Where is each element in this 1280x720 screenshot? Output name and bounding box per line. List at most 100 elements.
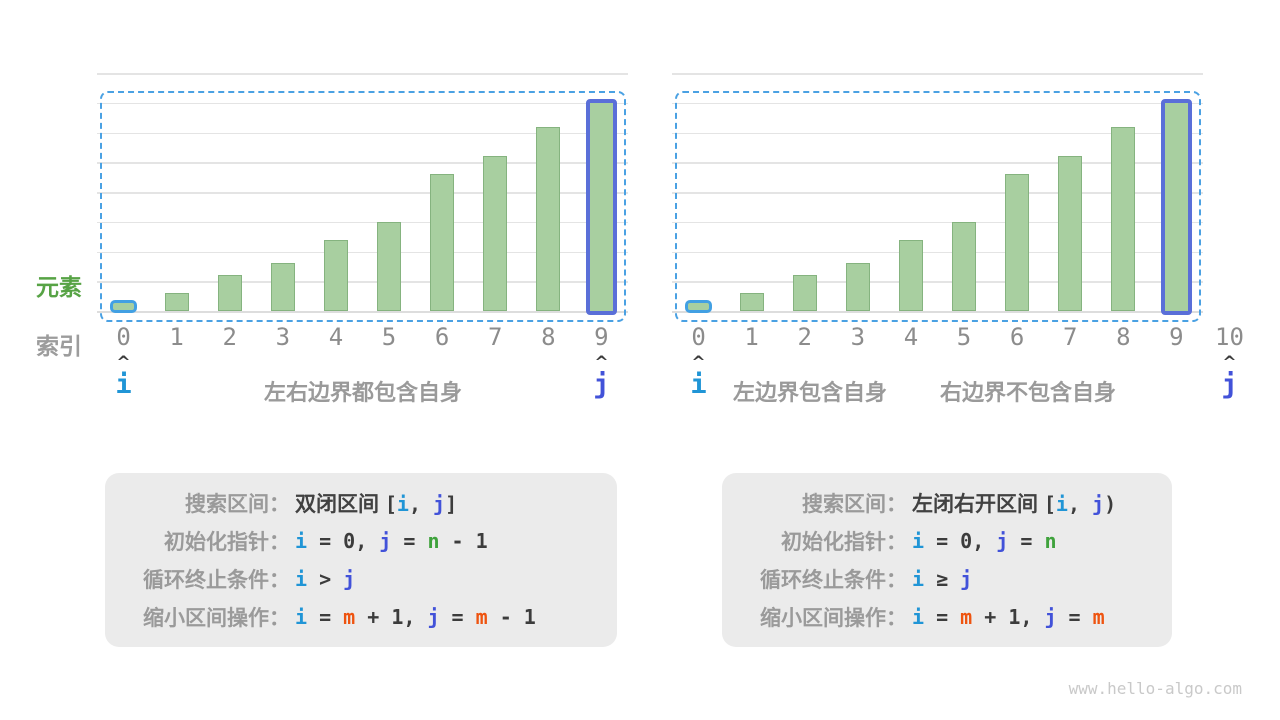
summary-line-label: 缩小区间操作： — [143, 607, 290, 630]
code-part: j — [343, 567, 356, 591]
gridline — [97, 192, 628, 194]
gridline — [672, 73, 1203, 75]
code-part: ] — [445, 492, 458, 516]
grid-area — [672, 73, 1203, 313]
code-part: = — [1008, 529, 1045, 553]
summary-line: 搜索区间： 双闭区间 [i, j] — [105, 484, 617, 522]
bar-column-6 — [416, 73, 469, 311]
summary-line: 搜索区间： 左闭右开区间 [i, j) — [722, 484, 1172, 522]
up-caret-icon: ^ — [1222, 353, 1237, 373]
bar-column-1 — [150, 73, 203, 311]
bar-column-4 — [884, 73, 937, 311]
bar — [952, 221, 977, 311]
code-part: n — [1044, 529, 1057, 553]
summary-line-label: 搜索区间： — [185, 493, 290, 516]
gridline — [97, 251, 628, 253]
index-label-0: 0 — [116, 323, 131, 351]
bar-column-2 — [203, 73, 256, 311]
gridline — [97, 132, 628, 134]
up-caret-icon: ^ — [594, 353, 609, 373]
gridline — [672, 132, 1203, 134]
bar-column-6 — [991, 73, 1044, 311]
code-part: = — [924, 605, 961, 629]
code-part: 左闭右开区间 — [912, 493, 1044, 516]
gridline — [672, 192, 1203, 194]
pointer-i-label: i — [115, 369, 132, 400]
bar — [1111, 126, 1136, 311]
summary-line: 初始化指针： i = 0, j = n - 1 — [105, 522, 617, 560]
code-part: j — [960, 567, 973, 591]
bars-area — [672, 73, 1256, 315]
code-part: j — [427, 605, 440, 629]
code-part: = — [439, 605, 476, 629]
summary-line-content: i > j — [295, 567, 355, 591]
index-label-1: 1 — [169, 323, 184, 351]
bar — [164, 293, 189, 311]
index-label-8: 8 — [541, 323, 556, 351]
gridline — [97, 73, 628, 75]
code-part: i — [295, 529, 308, 553]
bar-column-7 — [469, 73, 522, 311]
bar-column-7 — [1044, 73, 1097, 311]
summary-line: 缩小区间操作： i = m + 1, j = m — [722, 598, 1172, 636]
index-row: 0 1 2 3 4 5 6 7 8 9 10 — [672, 323, 1256, 351]
bar — [483, 156, 508, 311]
pointer-j-label: j — [1221, 369, 1238, 400]
index-label-7: 7 — [487, 323, 503, 351]
summary-line-content: i = m + 1, j = m - 1 — [295, 605, 536, 629]
code-part: j — [433, 492, 446, 516]
code-part: m — [475, 605, 488, 629]
index-label-5: 5 — [956, 323, 972, 351]
bar — [1005, 174, 1030, 311]
index-label-2: 2 — [222, 323, 237, 351]
boundary-caption: 左边界包含自身 — [732, 380, 888, 405]
gridline — [672, 221, 1203, 224]
bar — [845, 263, 870, 311]
code-part: m — [343, 605, 356, 629]
code-part: , — [408, 492, 434, 516]
bar-column-5 — [937, 73, 990, 311]
code-part: m — [1092, 605, 1105, 629]
bar — [536, 126, 561, 311]
bar-column-2 — [778, 73, 831, 311]
pointer-i-label: i — [690, 369, 707, 400]
bar-column-9 — [575, 73, 628, 315]
grid-area — [97, 73, 628, 313]
gridline — [97, 281, 628, 283]
summary-line-label: 初始化指针： — [164, 531, 290, 554]
code-part: - 1 — [439, 529, 488, 553]
summary-line-label: 搜索区间： — [802, 493, 907, 516]
bars-area — [97, 73, 628, 315]
code-part: j — [996, 529, 1009, 553]
watermark: www.hello-algo.com — [1068, 679, 1242, 698]
bar-highlight-j — [585, 98, 617, 315]
summary-line-label: 循环终止条件： — [760, 569, 907, 592]
half-open-interval-summary-box: 搜索区间： 左闭右开区间 [i, j) 初始化指针： i = 0, j = n 循环终止… — [722, 473, 1172, 647]
gridline — [672, 311, 1203, 313]
summary-line-label: 初始化指针： — [781, 531, 907, 554]
summary-line-content: 左闭右开区间 [i, j) — [912, 488, 1116, 518]
code-part: i — [912, 529, 925, 553]
bar — [377, 221, 402, 311]
summary-line-content: i = 0, j = n - 1 — [295, 529, 488, 553]
code-part: = 0, — [307, 529, 380, 553]
code-part: [ — [1043, 492, 1056, 516]
bar-column-3 — [256, 73, 309, 311]
code-part: > — [307, 567, 344, 591]
code-part: ) — [1104, 492, 1117, 516]
bar-column-3 — [831, 73, 884, 311]
index-label-5: 5 — [381, 323, 397, 351]
index-label-9: 9 — [594, 323, 609, 351]
code-part: 双闭区间 — [295, 493, 385, 516]
gridline — [672, 162, 1203, 164]
code-part: + 1, — [972, 605, 1045, 629]
bar — [217, 275, 242, 311]
boundary-caption: 右边界不包含自身 — [939, 380, 1117, 405]
bar — [792, 275, 817, 311]
index-label-4: 4 — [328, 323, 344, 351]
code-part: + 1, — [355, 605, 428, 629]
code-part: i — [295, 567, 308, 591]
gridline — [672, 251, 1203, 253]
up-caret-icon: ^ — [691, 353, 706, 373]
